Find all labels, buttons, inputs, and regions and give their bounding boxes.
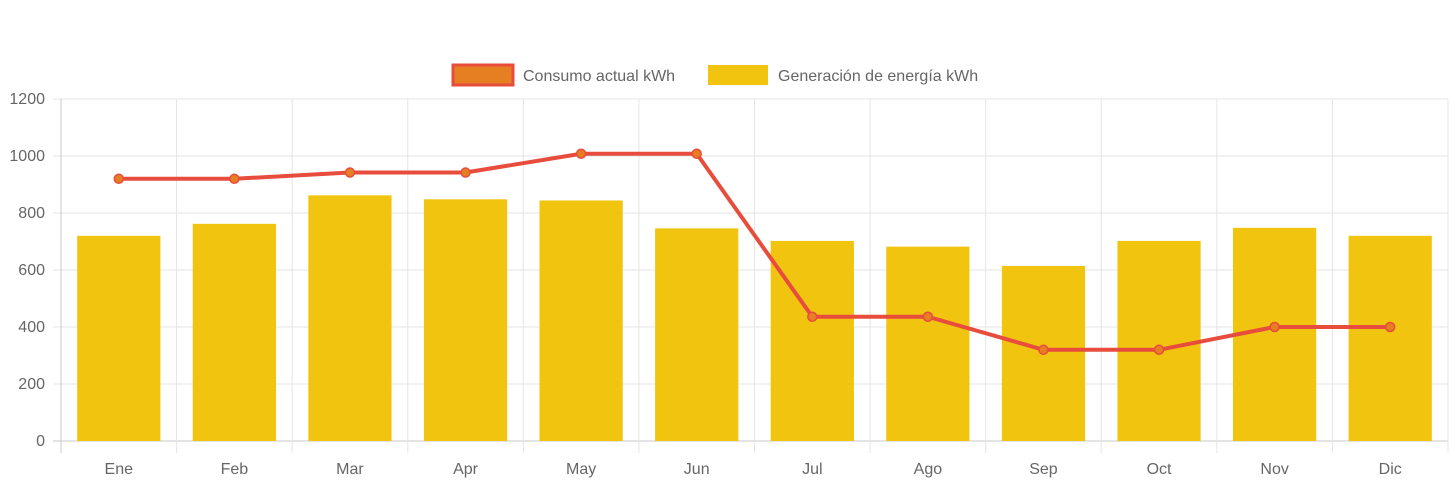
x-tick-label: Sep: [1029, 461, 1058, 478]
point-consumo-dic[interactable]: [1384, 321, 1396, 333]
legend-item-consumo[interactable]: Consumo actual kWh: [451, 63, 675, 87]
point-consumo-jun[interactable]: [691, 148, 702, 159]
legend-swatch-consumo: [451, 63, 515, 87]
line-series-consumo: [113, 148, 1396, 356]
x-tick-label: Apr: [453, 461, 479, 478]
point-consumo-apr[interactable]: [460, 167, 471, 178]
bar-generacion-feb[interactable]: [192, 223, 276, 441]
y-tick-label: 600: [18, 262, 45, 279]
legend-item-generacion[interactable]: Generación de energía kWh: [708, 65, 978, 85]
point-consumo-nov[interactable]: [1269, 321, 1280, 333]
bar-generacion-dic[interactable]: [1348, 235, 1432, 441]
legend-swatch-generacion: [708, 65, 768, 85]
bar-generacion-ago[interactable]: [886, 246, 970, 441]
x-tick-label: Jun: [684, 461, 710, 478]
x-tick-label: Ene: [105, 461, 134, 478]
x-tick-label: Mar: [336, 461, 364, 478]
x-axis: Ene Feb Mar Apr May Jun Jul Ago Sep Oct Nov Dic: [105, 461, 1402, 478]
point-consumo-may[interactable]: [575, 148, 587, 159]
y-tick-label: 1000: [9, 148, 45, 165]
y-axis: 0 200 400 600 800 1000 1200: [9, 91, 45, 450]
bar-generacion-jul[interactable]: [770, 240, 854, 441]
y-tick-label: 800: [18, 205, 45, 222]
bar-generacion-ene[interactable]: [77, 235, 161, 441]
point-consumo-oct[interactable]: [1153, 344, 1165, 356]
legend-label-consumo: Consumo actual kWh: [523, 68, 675, 85]
point-consumo-ene[interactable]: [113, 173, 125, 185]
bar-generacion-may[interactable]: [539, 200, 623, 441]
x-tick-label: Nov: [1260, 461, 1288, 478]
point-consumo-mar[interactable]: [344, 167, 356, 178]
point-consumo-ago[interactable]: [922, 311, 934, 322]
y-tick-label: 400: [18, 319, 45, 336]
point-consumo-sep[interactable]: [1038, 344, 1049, 356]
bar-generacion-mar[interactable]: [308, 195, 392, 441]
y-tick-label: 0: [36, 433, 45, 450]
bar-generacion-jun[interactable]: [655, 228, 739, 441]
legend-label-generacion: Generación de energía kWh: [778, 68, 978, 85]
x-tick-label: Ago: [914, 461, 943, 478]
point-consumo-jul[interactable]: [807, 311, 818, 322]
y-tick-label: 200: [18, 376, 45, 393]
y-tick-label: 1200: [9, 91, 45, 108]
x-tick-label: Oct: [1147, 461, 1172, 478]
x-tick-label: Dic: [1379, 461, 1402, 478]
grid: [53, 98, 1449, 453]
bar-generacion-apr[interactable]: [423, 199, 508, 441]
line-consumo: [118, 151, 1391, 352]
x-tick-label: May: [566, 461, 596, 478]
x-tick-label: Feb: [221, 461, 249, 478]
bar-generacion-oct[interactable]: [1117, 240, 1201, 441]
point-consumo-feb[interactable]: [229, 173, 240, 185]
legend: Consumo actual kWh Generación de energía…: [451, 63, 978, 87]
x-tick-label: Jul: [802, 461, 822, 478]
